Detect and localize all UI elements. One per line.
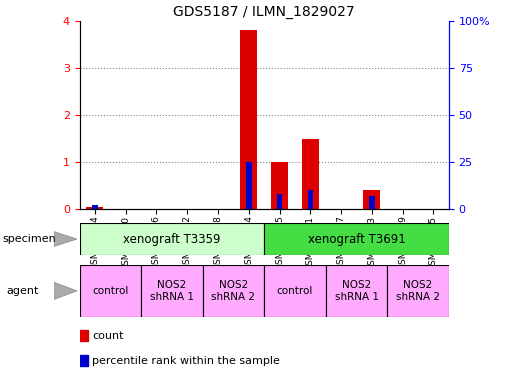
Bar xyxy=(246,162,251,209)
Polygon shape xyxy=(54,232,77,247)
Text: xenograft T3691: xenograft T3691 xyxy=(308,233,405,245)
Bar xyxy=(363,190,381,209)
Bar xyxy=(369,196,374,209)
Bar xyxy=(240,30,257,209)
Bar xyxy=(277,194,282,209)
Bar xyxy=(203,265,264,317)
Text: specimen: specimen xyxy=(3,234,56,244)
Text: xenograft T3359: xenograft T3359 xyxy=(123,233,221,245)
Bar xyxy=(326,265,387,317)
Title: GDS5187 / ILMN_1829027: GDS5187 / ILMN_1829027 xyxy=(173,5,355,19)
Text: NOS2
shRNA 1: NOS2 shRNA 1 xyxy=(334,280,379,302)
Bar xyxy=(264,265,326,317)
Text: agent: agent xyxy=(7,286,39,296)
Bar xyxy=(308,190,313,209)
Text: percentile rank within the sample: percentile rank within the sample xyxy=(92,356,280,366)
Bar xyxy=(271,162,288,209)
Bar xyxy=(387,265,449,317)
Bar xyxy=(86,207,103,209)
Bar xyxy=(264,223,449,255)
Text: NOS2
shRNA 1: NOS2 shRNA 1 xyxy=(150,280,194,302)
Text: control: control xyxy=(92,286,128,296)
Bar xyxy=(80,330,88,341)
Bar xyxy=(92,205,97,209)
Bar xyxy=(80,223,264,255)
Text: count: count xyxy=(92,331,124,341)
Bar xyxy=(302,139,319,209)
Bar xyxy=(80,355,88,366)
Polygon shape xyxy=(54,282,77,300)
Text: NOS2
shRNA 2: NOS2 shRNA 2 xyxy=(211,280,255,302)
Bar xyxy=(80,265,141,317)
Bar xyxy=(141,265,203,317)
Text: control: control xyxy=(277,286,313,296)
Text: NOS2
shRNA 2: NOS2 shRNA 2 xyxy=(396,280,440,302)
